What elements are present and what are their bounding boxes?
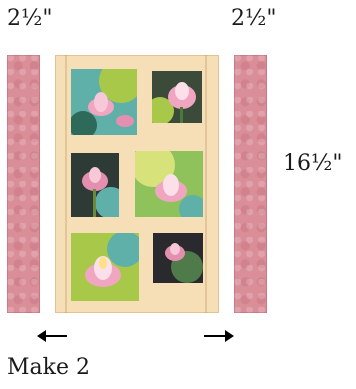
quilt-center-panel — [55, 55, 219, 313]
right-pink-strip — [234, 55, 267, 313]
lotus-pane-small — [153, 233, 203, 283]
left-pink-strip — [7, 55, 40, 313]
lotus-pane-large — [135, 151, 203, 217]
arrow-right-icon — [202, 329, 234, 343]
lotus-pane-small — [152, 71, 202, 123]
inner-frame-right-rail — [205, 55, 207, 313]
lotus-pane-large — [71, 233, 139, 301]
lotus-pane-small — [71, 153, 119, 217]
arrow-left-icon — [37, 329, 69, 343]
inner-frame-left-rail — [65, 55, 67, 313]
left-strip-width-label: 2½" — [7, 6, 53, 31]
panel-length-label: 16½" — [283, 151, 343, 176]
make-count-instruction: Make 2 — [7, 355, 90, 380]
right-strip-width-label: 2½" — [231, 6, 277, 31]
lotus-pane-large — [71, 69, 137, 135]
